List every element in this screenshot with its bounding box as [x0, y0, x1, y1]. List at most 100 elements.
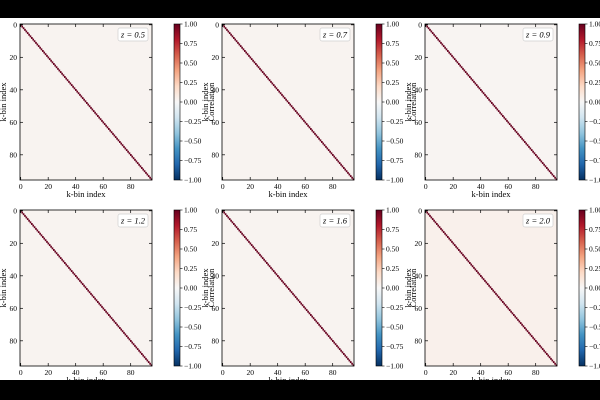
diagonal-cell: [330, 152, 333, 155]
diagonal-cell: [327, 149, 330, 152]
colorbar-tick-label: 0.75: [386, 225, 399, 234]
diagonal-cell: [230, 219, 232, 222]
diagonal-cell: [244, 50, 246, 52]
y-tick-label: 20: [415, 53, 423, 62]
diagonal-cell: [518, 134, 521, 137]
diagonal-cell: [488, 284, 490, 287]
diagonal-cell: [547, 168, 550, 171]
diagonal-cell: [65, 263, 68, 266]
colorbar-label: Correlation: [206, 82, 216, 121]
diagonal-cell: [500, 299, 503, 302]
diagonal-cell: [312, 131, 315, 134]
diagonal-cell: [80, 281, 83, 284]
colorbar-tick-label: −1.00: [386, 176, 404, 185]
diagonal-cell: [87, 289, 90, 292]
diagonal-cell: [495, 106, 497, 109]
diagonal-cell: [28, 33, 30, 36]
diagonal-cell: [21, 211, 24, 214]
diagonal-cell: [135, 346, 138, 349]
diagonal-cell: [526, 144, 529, 147]
diagonal-cell: [437, 224, 440, 227]
diagonal-cell: [448, 237, 451, 240]
diagonal-cell: [47, 56, 50, 59]
diagonal-cell: [231, 221, 234, 224]
diagonal-cell: [224, 27, 227, 30]
diagonal-cell: [447, 236, 449, 238]
heatmap-panel: 0 20 40 60 80 0 20 40 60 80 k-bin index k-bin index…: [200, 206, 418, 380]
diagonal-cell: [337, 346, 340, 349]
diagonal-cell: [517, 132, 519, 135]
diagonal-cell: [445, 48, 448, 51]
colorbar: [375, 209, 383, 367]
colorbar-tick-label: 1.00: [386, 20, 399, 29]
diagonal-cell: [288, 102, 290, 104]
axes-frame: [19, 23, 153, 181]
diagonal-cell: [430, 30, 433, 33]
diagonal-cell: [124, 147, 127, 150]
x-tick-label: 40: [274, 182, 282, 191]
x-tick-label: 0: [221, 182, 225, 191]
diagonal-cell: [35, 227, 37, 230]
diagonal-cell: [101, 305, 103, 308]
diagonal-cell: [458, 249, 460, 251]
diagonal-cell: [293, 294, 296, 297]
diagonal-cell: [514, 129, 517, 132]
diagonal-cell: [315, 320, 318, 323]
diagonal-cell: [146, 359, 149, 362]
diagonal-cell: [130, 340, 132, 342]
diagonal-cell: [281, 279, 283, 282]
diagonal-cell: [136, 162, 139, 165]
diagonal-cell: [312, 317, 315, 320]
diagonal-cell: [260, 255, 263, 258]
y-tick-label: 40: [415, 271, 423, 280]
diagonal-cell: [535, 340, 537, 342]
diagonal-cell: [345, 170, 348, 173]
diagonal-cell: [274, 85, 276, 88]
colorbar-tick-label: −0.50: [589, 137, 600, 146]
diagonal-cell: [64, 76, 66, 78]
diagonal-cell: [62, 260, 65, 263]
diagonal-cell: [143, 356, 146, 359]
diagonal-cell: [502, 115, 504, 117]
diagonal-cell: [474, 268, 477, 271]
diagonal-cell: [478, 273, 481, 276]
colorbar-tick-label: −1.00: [386, 362, 404, 371]
diagonal-cell: [470, 263, 473, 266]
diagonal-cell: [436, 223, 438, 225]
diagonal-cell: [238, 43, 241, 46]
diagonal-cell: [149, 176, 151, 179]
diagonal-cell: [550, 357, 552, 360]
diagonal-cell: [135, 160, 138, 163]
diagonal-cell: [132, 157, 135, 160]
colorbar-tick-label: −0.25: [386, 303, 404, 312]
diagonal-cell: [42, 50, 44, 52]
diagonal-cell: [123, 331, 125, 334]
diagonal-cell: [535, 154, 537, 156]
y-tick-label: 20: [212, 239, 220, 248]
diagonal-cell: [491, 102, 493, 104]
axes-frame: [424, 23, 558, 181]
colorbar: [173, 23, 181, 181]
diagonal-cell: [338, 162, 341, 165]
diagonal-cell: [511, 312, 514, 315]
diagonal-cell: [253, 61, 256, 64]
diagonal-cell: [114, 136, 117, 139]
diagonal-cell: [539, 344, 541, 347]
diagonal-cell: [304, 307, 307, 310]
diagonal-cell: [150, 364, 153, 367]
diagonal-cell: [478, 87, 481, 90]
diagonal-cell: [113, 320, 116, 323]
diagonal-cell: [224, 213, 227, 216]
diagonal-cell: [77, 278, 80, 281]
diagonal-cell: [91, 294, 94, 297]
y-tick-label: 40: [415, 85, 423, 94]
x-tick-label: 20: [44, 182, 52, 191]
diagonal-cell: [546, 353, 548, 355]
diagonal-cell: [343, 353, 345, 355]
diagonal-cell: [43, 51, 46, 54]
diagonal-cell: [486, 97, 489, 100]
diagonal-cell: [54, 250, 57, 253]
diagonal-cell: [537, 343, 540, 346]
diagonal-cell: [283, 283, 286, 286]
diagonal-cell: [33, 40, 36, 43]
